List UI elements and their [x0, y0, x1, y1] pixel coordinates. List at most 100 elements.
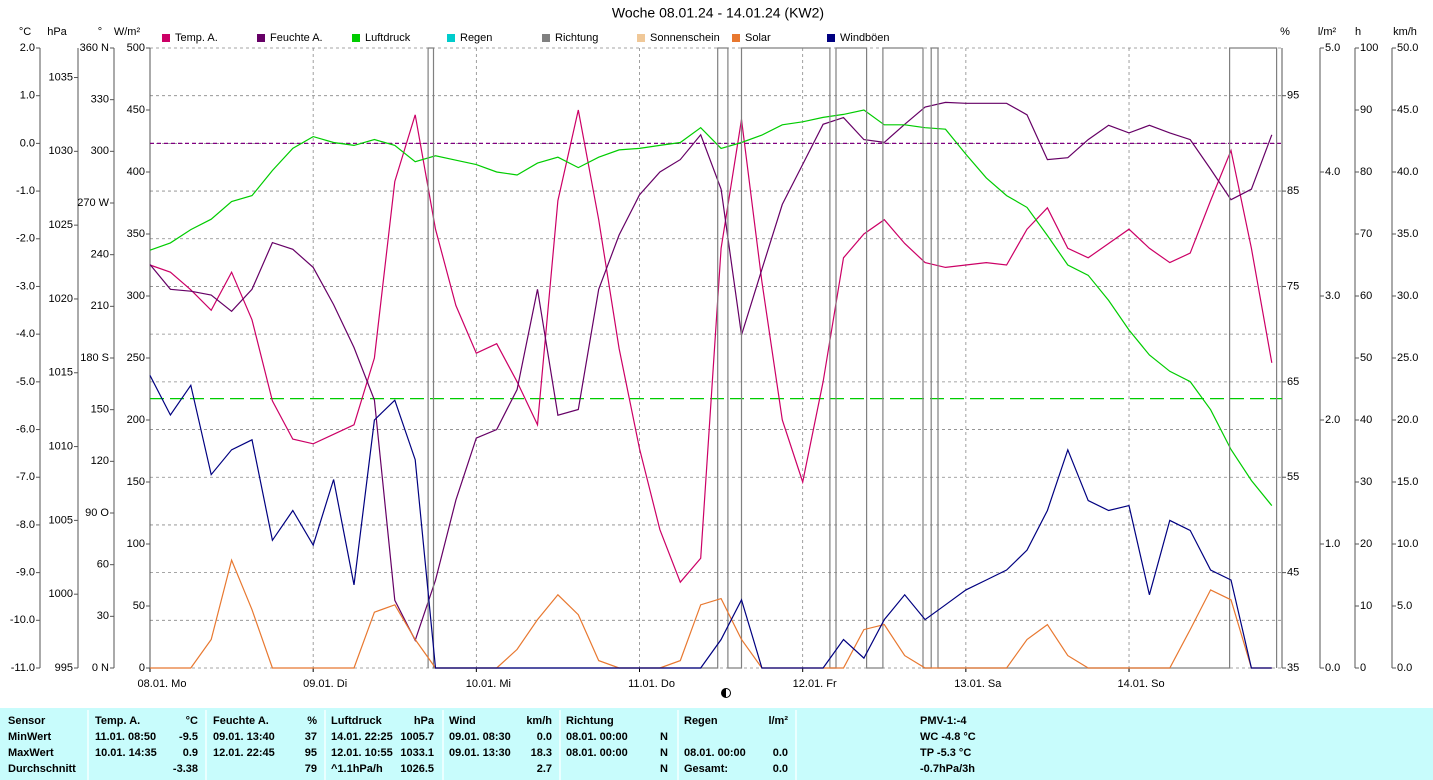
- y-tick-label: 150: [127, 476, 145, 488]
- series-line: [150, 558, 1272, 669]
- y-tick-label: -10.0: [10, 614, 35, 626]
- axis-unit: °: [98, 26, 102, 38]
- table-cell: Regen: [684, 715, 718, 727]
- y-tick-label: -9.0: [16, 567, 35, 579]
- legend-swatch: [732, 34, 740, 42]
- table-cell: N: [660, 763, 668, 775]
- axis-unit: l/m²: [1318, 26, 1337, 38]
- y-tick-label: 0.0: [20, 137, 35, 149]
- y-tick-label: 1030: [49, 145, 73, 157]
- legend-swatch: [827, 34, 835, 42]
- y-tick-label: 300: [127, 290, 145, 302]
- table-background: [0, 708, 1433, 780]
- y-tick-label: 90: [1360, 104, 1372, 116]
- table-cell: 11.01. 08:50: [95, 731, 156, 743]
- table-cell: 08.01. 00:00: [566, 731, 628, 743]
- table-cell: 1033.1: [400, 747, 434, 759]
- y-tick-label: 0.0: [1325, 662, 1340, 674]
- y-tick-label: 2.0: [1325, 414, 1340, 426]
- chart-title: Woche 08.01.24 - 14.01.24 (KW2): [612, 5, 824, 21]
- table-cell: Gesamt:: [684, 763, 728, 775]
- y-tick-label: -3.0: [16, 280, 35, 292]
- legend-label: Luftdruck: [365, 32, 411, 44]
- y-tick-label: 3.0: [1325, 290, 1340, 302]
- table-cell: 0.0: [537, 731, 552, 743]
- y-tick-label: -7.0: [16, 471, 35, 483]
- y-tick-label: 1015: [49, 367, 73, 379]
- table-cell: MinWert: [8, 731, 52, 743]
- y-tick-label: 90 O: [85, 507, 109, 519]
- table-cell: Durchschnitt: [8, 763, 76, 775]
- table-cell: 09.01. 13:30: [449, 747, 511, 759]
- y-tick-label: 0 N: [92, 662, 109, 674]
- y-tick-label: 200: [127, 414, 145, 426]
- table-cell: 18.3: [531, 747, 552, 759]
- table-cell: 37: [305, 731, 317, 743]
- series-line: [149, 375, 1272, 669]
- table-cell: 09.01. 13:40: [213, 731, 275, 743]
- x-tick-label: 13.01. Sa: [954, 678, 1002, 690]
- y-tick-label: 35.0: [1397, 228, 1418, 240]
- table-cell: 08.01. 00:00: [566, 747, 628, 759]
- legend-swatch: [257, 34, 265, 42]
- y-tick-label: 330: [91, 94, 109, 106]
- y-tick-label: 30: [97, 610, 109, 622]
- table-cell: 1005.7: [400, 731, 434, 743]
- y-tick-label: 55: [1287, 471, 1299, 483]
- y-tick-label: 250: [127, 352, 145, 364]
- y-tick-label: 100: [127, 538, 145, 550]
- legend-label: Windböen: [840, 32, 890, 44]
- table-cell: 0.9: [183, 747, 198, 759]
- x-tick-label: 12.01. Fr: [793, 678, 837, 690]
- y-tick-label: 2.0: [20, 42, 35, 54]
- y-tick-label: 40: [1360, 414, 1372, 426]
- y-tick-label: 210: [91, 300, 109, 312]
- table-cell: 0.0: [773, 763, 788, 775]
- legend-swatch: [542, 34, 550, 42]
- legend-label: Solar: [745, 32, 771, 44]
- legend-swatch: [352, 34, 360, 42]
- table-cell: Richtung: [566, 715, 614, 727]
- y-tick-label: -2.0: [16, 233, 35, 245]
- table-cell: 10.01. 14:35: [95, 747, 157, 759]
- y-tick-label: 70: [1360, 228, 1372, 240]
- x-tick-label: 09.01. Di: [303, 678, 347, 690]
- y-tick-label: 50: [1360, 352, 1372, 364]
- y-tick-label: 1010: [49, 440, 73, 452]
- y-tick-label: 1035: [49, 71, 73, 83]
- table-cell: N: [660, 731, 668, 743]
- y-tick-label: 1.0: [20, 90, 35, 102]
- axis-unit: W/m²: [114, 26, 141, 38]
- y-tick-label: 240: [91, 249, 109, 261]
- y-tick-label: 50.0: [1397, 42, 1418, 54]
- y-tick-label: 1020: [49, 293, 73, 305]
- legend-label: Richtung: [555, 32, 598, 44]
- table-cell: hPa: [414, 715, 435, 727]
- y-tick-label: 0: [139, 662, 145, 674]
- axis-unit: %: [1280, 26, 1290, 38]
- table-cell: MaxWert: [8, 747, 54, 759]
- y-tick-label: 45.0: [1397, 104, 1418, 116]
- y-tick-label: 60: [97, 559, 109, 571]
- y-tick-label: 350: [127, 228, 145, 240]
- legend-label: Sonnenschein: [650, 32, 720, 44]
- y-tick-label: 35: [1287, 662, 1299, 674]
- table-cell: 12.01. 22:45: [213, 747, 275, 759]
- series-line: [427, 47, 1278, 669]
- table-cell: PMV-1:-4: [920, 715, 967, 727]
- table-cell: km/h: [526, 715, 552, 727]
- legend-swatch: [637, 34, 645, 42]
- legend-label: Regen: [460, 32, 492, 44]
- y-tick-label: -1.0: [16, 185, 35, 197]
- y-tick-label: 5.0: [1325, 42, 1340, 54]
- y-tick-label: 45: [1287, 567, 1299, 579]
- table-cell: 95: [305, 747, 317, 759]
- y-tick-label: 10.0: [1397, 538, 1418, 550]
- y-tick-label: 400: [127, 166, 145, 178]
- table-cell: 0.0: [773, 747, 788, 759]
- series-line: [149, 109, 1273, 584]
- y-tick-label: 5.0: [1397, 600, 1412, 612]
- y-tick-label: -5.0: [16, 376, 35, 388]
- y-tick-label: 1025: [49, 219, 73, 231]
- y-tick-label: 150: [91, 404, 109, 416]
